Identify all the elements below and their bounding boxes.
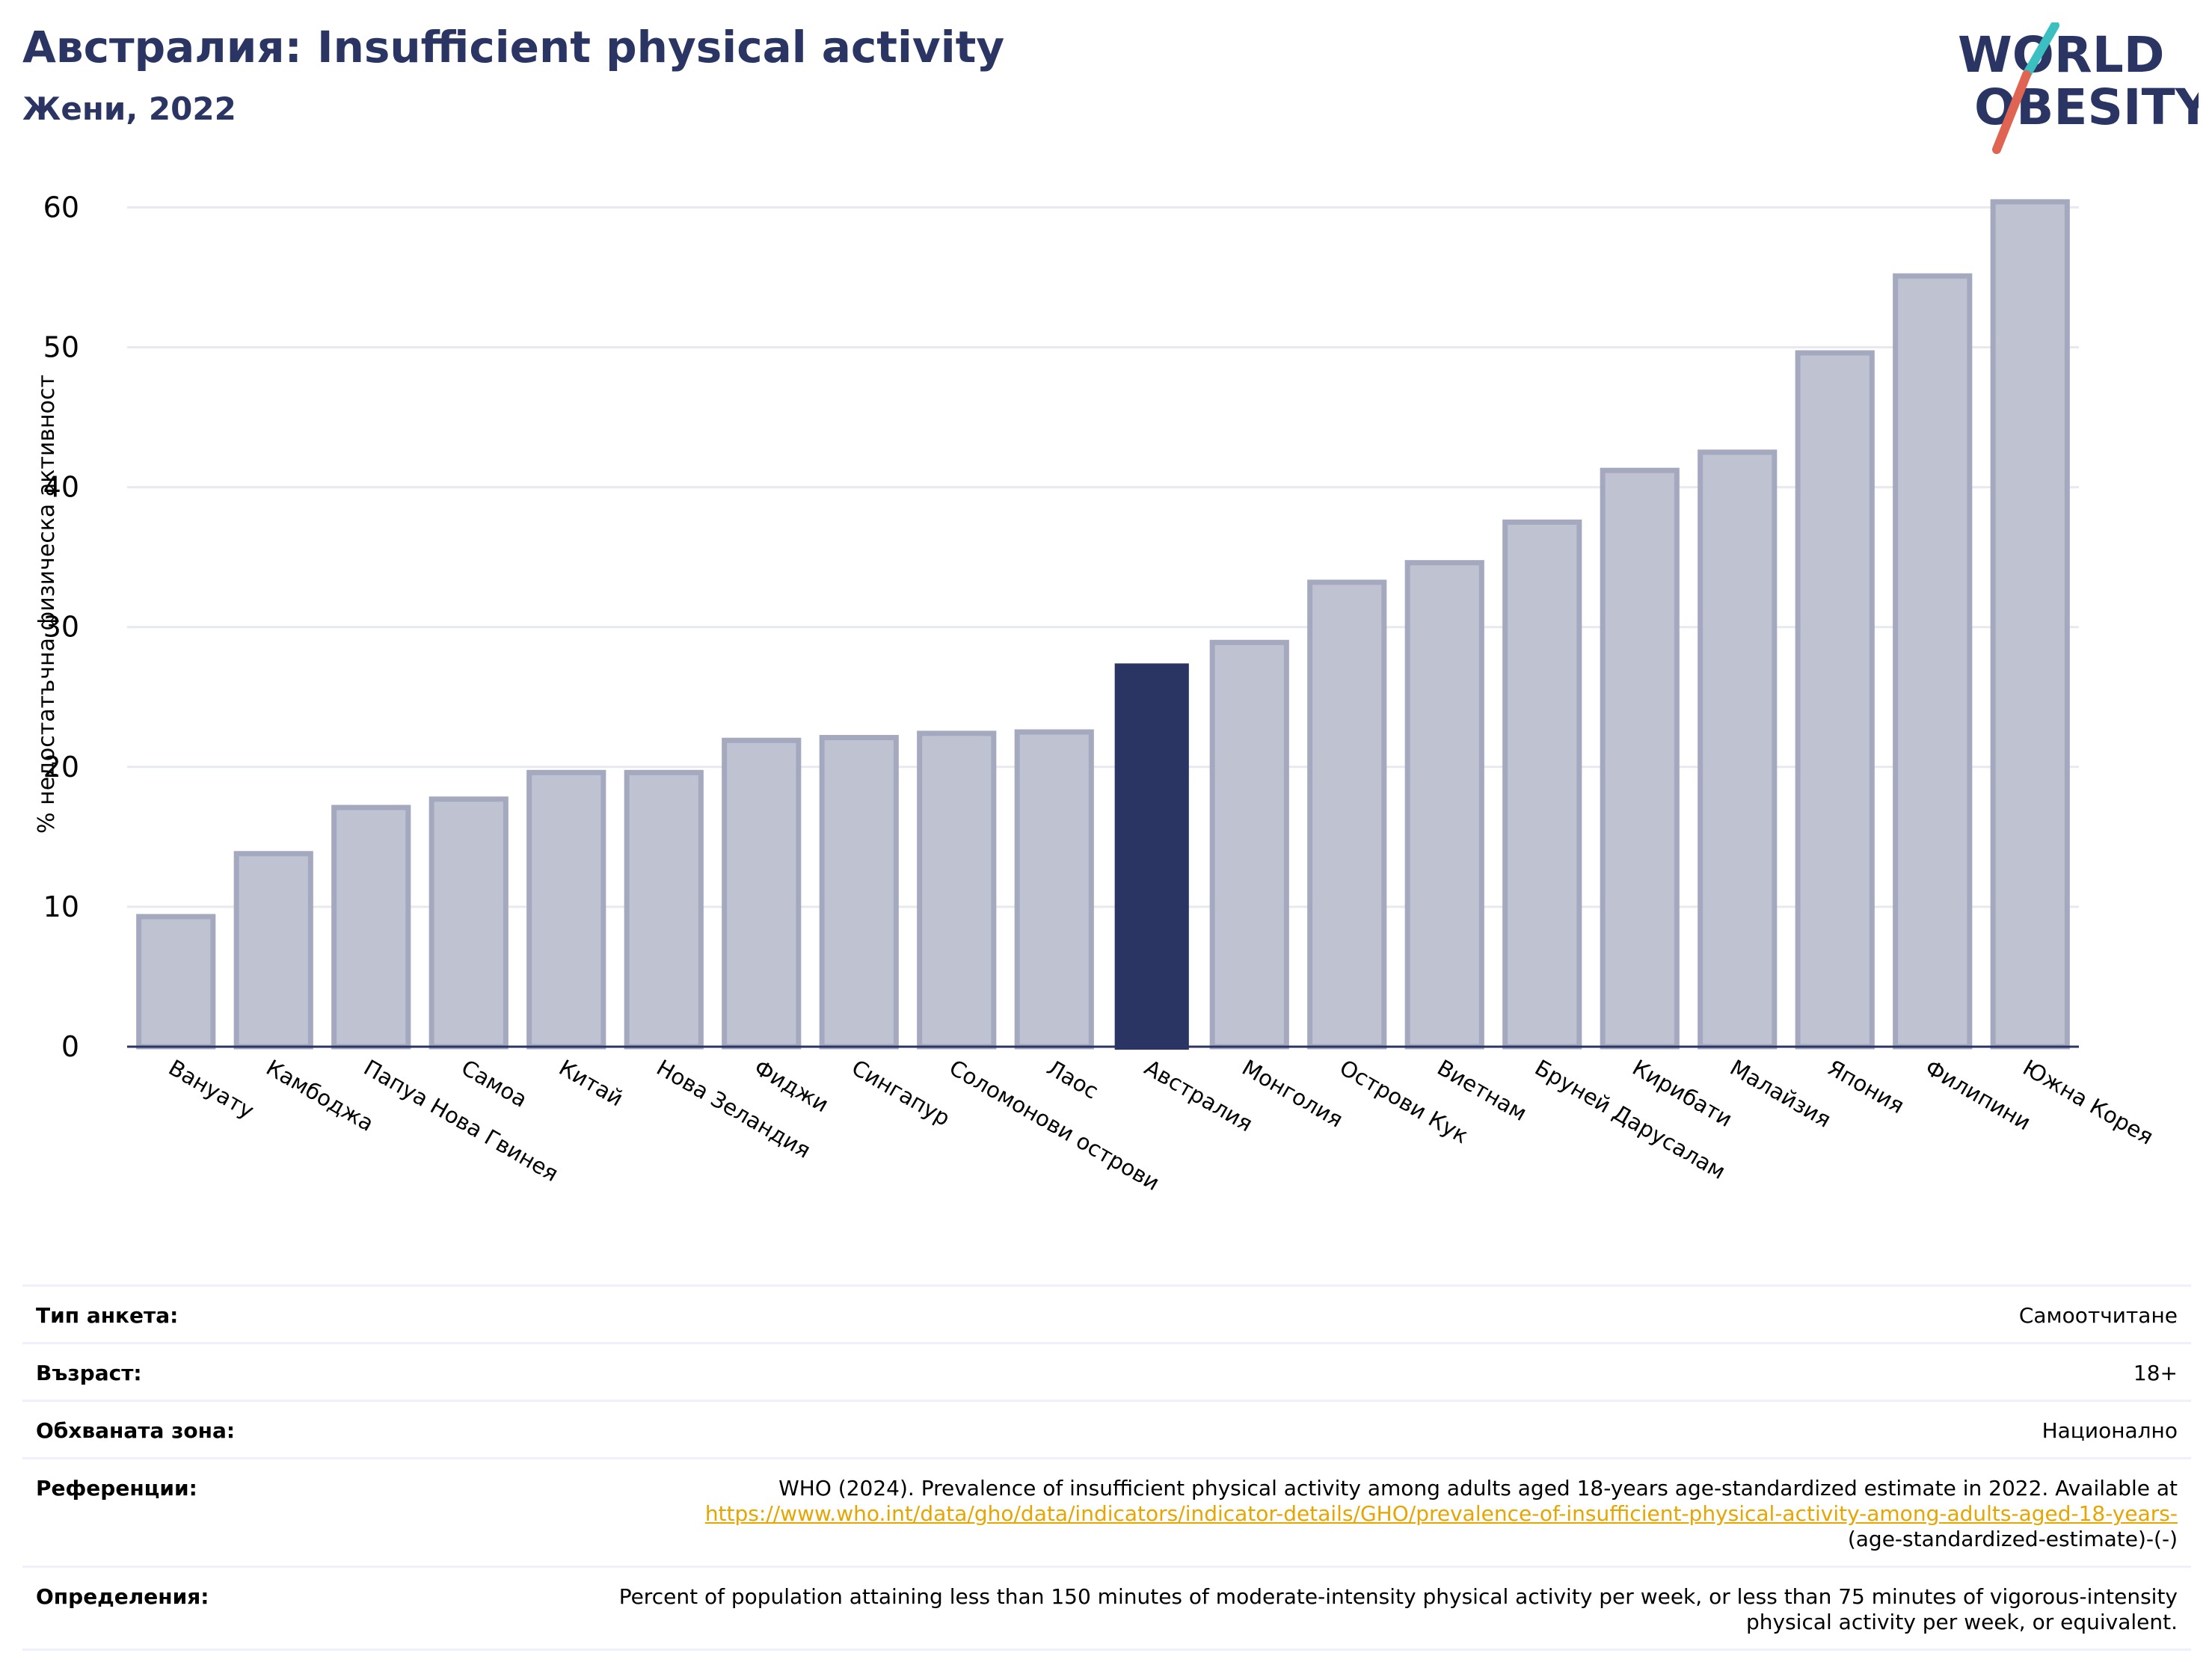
x-tick-label: Монголия <box>1238 1055 1347 1133</box>
x-tick-label: Филипини <box>1921 1055 2036 1136</box>
x-tick-label: Китай <box>555 1055 627 1112</box>
bar <box>1404 560 1484 1050</box>
definitions-value: Percent of population attaining less tha… <box>618 1584 2178 1634</box>
info-row-definitions: Определения: Percent of population attai… <box>22 1568 2191 1651</box>
bar <box>428 796 509 1050</box>
y-tick-label: 30 <box>43 611 79 644</box>
references-link[interactable]: https://www.who.int/data/gho/data/indica… <box>704 1501 2178 1526</box>
info-row-references: Референции: WHO (2024). Prevalence of in… <box>22 1459 2191 1568</box>
bar <box>624 769 704 1050</box>
logo-slash-red <box>1992 70 2031 154</box>
survey-type-value: Самоотчитане <box>2018 1303 2178 1328</box>
bar <box>1990 199 2070 1050</box>
x-tick-label: Австралия <box>1140 1055 1257 1137</box>
bar <box>526 769 606 1050</box>
bar <box>917 730 997 1050</box>
logo-line1: WORLD <box>1958 26 2165 84</box>
age-label: Възраст: <box>36 1361 142 1385</box>
bar <box>819 735 899 1050</box>
x-tick-label: Малайзия <box>1726 1055 1836 1133</box>
y-tick-label: 60 <box>43 191 79 224</box>
y-tick-label: 10 <box>43 890 79 923</box>
bar <box>1698 449 1778 1050</box>
references-label: Референции: <box>36 1476 197 1501</box>
age-value: 18+ <box>2133 1361 2178 1385</box>
coverage-value: Национално <box>2042 1418 2178 1443</box>
bar <box>233 851 313 1050</box>
x-tick-label: Самоа <box>457 1055 532 1112</box>
bar <box>1014 729 1094 1050</box>
info-table: Тип анкета: Самоотчитане Възраст: 18+ Об… <box>22 1284 2191 1651</box>
info-row-survey-type: Тип анкета: Самоотчитане <box>22 1287 2191 1344</box>
x-tick-label: Вануату <box>165 1055 259 1124</box>
page-subtitle: Жени, 2022 <box>22 90 236 127</box>
y-tick-label: 40 <box>43 471 79 504</box>
bars <box>136 199 2070 1050</box>
coverage-label: Обхваната зона: <box>36 1418 236 1443</box>
bar <box>1209 639 1289 1050</box>
y-axis-label: % недостатъчна физическа активност <box>34 375 60 834</box>
x-tick-label: Сингапур <box>847 1055 954 1131</box>
survey-type-label: Тип анкета: <box>36 1303 179 1328</box>
page-title: Австралия: Insufficient physical activit… <box>22 22 1005 73</box>
bar <box>1893 273 1973 1050</box>
info-row-age: Възраст: 18+ <box>22 1344 2191 1402</box>
bar <box>1795 350 1875 1050</box>
grid-layer <box>127 206 2079 908</box>
references-text: WHO (2024). Prevalence of insufficient p… <box>778 1476 2178 1501</box>
bar <box>1502 519 1582 1050</box>
y-axis-ticks: 0 10 20 30 40 50 60 <box>43 191 79 1063</box>
x-tick-label: Южна Корея <box>2018 1055 2157 1150</box>
y-tick-label: 0 <box>61 1030 79 1063</box>
bar <box>1307 579 1387 1050</box>
references-tail: (age-standardized-estimate)-(-) <box>1847 1527 2178 1551</box>
bar <box>722 737 802 1050</box>
bar <box>331 804 411 1050</box>
info-row-coverage: Обхваната зона: Национално <box>22 1402 2191 1459</box>
y-tick-label: 20 <box>43 751 79 784</box>
references-value: WHO (2024). Prevalence of insufficient p… <box>705 1476 2178 1552</box>
x-tick-label: Япония <box>1823 1055 1908 1118</box>
definitions-label: Определения: <box>36 1584 209 1609</box>
bar <box>136 914 216 1050</box>
world-obesity-logo: WORLD OBESITY <box>1958 22 2199 154</box>
x-tick-label: Камбоджа <box>262 1055 378 1136</box>
x-tick-label: Фиджи <box>750 1055 833 1118</box>
y-tick-label: 50 <box>43 331 79 364</box>
bar <box>1600 467 1680 1050</box>
bar-highlight <box>1114 663 1189 1050</box>
x-tick-label: Лаос <box>1042 1055 1102 1104</box>
logo-slash-teal <box>2022 22 2059 79</box>
